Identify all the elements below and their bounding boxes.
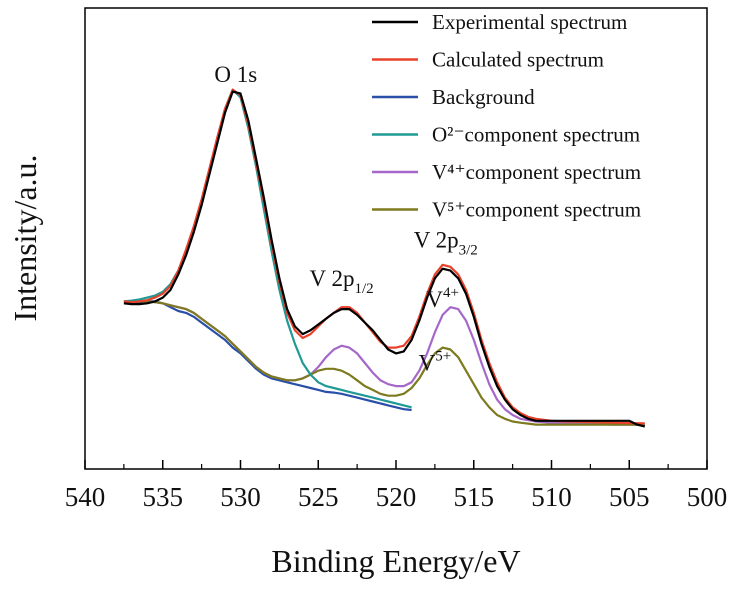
x-tick-label: 505 xyxy=(609,482,650,512)
series-line-2 xyxy=(123,300,412,412)
annotation-superscript: 4+ xyxy=(443,285,459,301)
x-tick-label: 515 xyxy=(454,482,495,512)
annotation: O 1s xyxy=(214,62,257,87)
x-tick-label: 540 xyxy=(65,482,106,512)
annotation: V5+ xyxy=(419,349,452,376)
legend-label: Background xyxy=(432,85,535,109)
x-tick-label: 535 xyxy=(143,482,184,512)
annotation-subscript: 3/2 xyxy=(459,243,478,259)
x-tick-label: 520 xyxy=(376,482,417,512)
annotation-text: O 1s xyxy=(214,62,257,87)
y-axis-title: Intensity/a.u. xyxy=(7,154,43,321)
annotation-text: V xyxy=(426,287,443,312)
x-tick-label: 510 xyxy=(531,482,572,512)
annotation: V 2p1/2 xyxy=(310,266,374,297)
legend-label: O²⁻component spectrum xyxy=(432,123,640,147)
annotation-text: V 2p xyxy=(414,228,459,253)
x-tick-label: 500 xyxy=(687,482,728,512)
legend-label: Experimental spectrum xyxy=(432,10,627,34)
x-tick-label: 530 xyxy=(220,482,261,512)
annotation-layer: O 1sV 2p1/2V 2p3/2V4+V5+ xyxy=(214,62,477,376)
annotation: V 2p3/2 xyxy=(414,228,478,259)
x-tick-label: 525 xyxy=(298,482,339,512)
annotation: V4+ xyxy=(426,285,459,312)
annotation-text: V 2p xyxy=(310,266,355,291)
legend: Experimental spectrum Calculated spectrum… xyxy=(372,10,641,222)
legend-label: V⁴⁺component spectrum xyxy=(432,160,641,184)
series-line-0 xyxy=(123,90,646,428)
series-line-1 xyxy=(123,88,645,425)
plot-frame xyxy=(84,7,708,470)
annotation-text: V xyxy=(419,351,436,376)
annotation-superscript: 5+ xyxy=(435,349,451,365)
x-axis-ticks: 540 535 530 525 520 515 510 505 500 xyxy=(65,460,728,512)
annotation-subscript: 1/2 xyxy=(354,281,373,297)
series-layer xyxy=(123,88,646,428)
x-axis-title: Binding Energy/eV xyxy=(271,543,520,579)
series-line-3 xyxy=(123,88,412,409)
series-line-5 xyxy=(123,300,645,426)
legend-label: V⁵⁺component spectrum xyxy=(432,198,641,222)
legend-label: Calculated spectrum xyxy=(432,48,604,72)
